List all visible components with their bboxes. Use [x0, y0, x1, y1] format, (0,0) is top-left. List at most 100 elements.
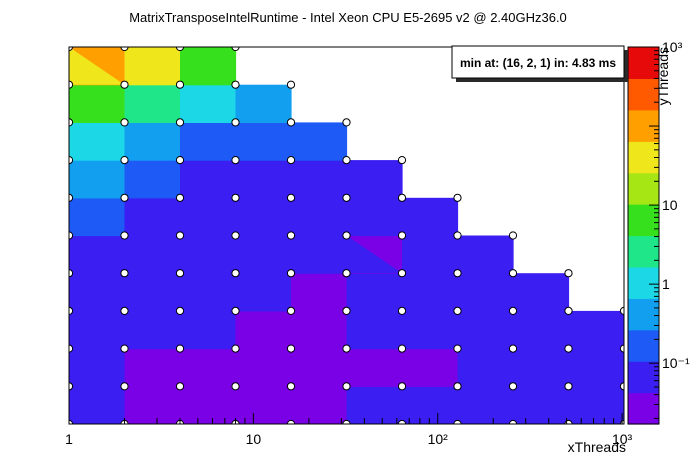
heatmap-cell-edge	[346, 235, 402, 274]
x-tick-label: 10	[246, 431, 262, 447]
colorbar-segment	[628, 266, 659, 299]
heatmap-cell	[180, 273, 237, 312]
heatmap-cell	[180, 235, 237, 274]
heatmap-cell-edge	[180, 122, 236, 161]
heatmap-cell	[513, 273, 570, 312]
min-annotation-text: min at: (16, 2, 1) in: 4.83 ms	[460, 56, 616, 70]
heatmap-cell	[291, 348, 348, 387]
heatmap-cell	[180, 160, 237, 199]
heatmap-cell	[235, 310, 292, 350]
heatmap-cell	[235, 122, 292, 161]
colorbar-tick-label: 10³	[662, 39, 683, 55]
data-point	[175, 344, 185, 353]
data-point	[120, 269, 129, 278]
data-point	[120, 344, 129, 353]
heatmap-cell-edge	[402, 273, 458, 311]
heatmap-cell	[346, 310, 403, 350]
heatmap-cell	[180, 386, 237, 424]
data-point	[619, 344, 624, 353]
heatmap-cell-edge	[291, 197, 347, 236]
heatmap-cell	[568, 310, 624, 350]
data-point	[397, 231, 407, 240]
heatmap-cell	[124, 47, 181, 86]
chart-title: MatrixTransposeIntelRuntime - Intel Xeon…	[129, 10, 567, 25]
heatmap-cell	[235, 197, 292, 237]
heatmap-cell	[124, 122, 181, 161]
heatmap-cell	[402, 386, 459, 424]
colorbar-segment	[628, 204, 659, 237]
heatmap-cell	[457, 235, 514, 274]
data-point	[120, 193, 129, 202]
heatmap-cells	[69, 47, 624, 424]
data-point	[342, 118, 351, 127]
heatmap-cell	[235, 348, 292, 387]
data-point	[397, 156, 407, 165]
data-points	[69, 47, 624, 424]
plot-frame	[68, 46, 625, 425]
data-point	[342, 382, 351, 391]
heatmap-cell	[457, 273, 514, 312]
data-point	[120, 231, 129, 240]
data-point	[508, 269, 518, 278]
data-point	[453, 344, 462, 353]
data-point	[175, 231, 185, 240]
heatmap-cell	[69, 122, 126, 161]
data-point	[286, 269, 296, 278]
colorbar-segment	[628, 298, 659, 331]
heatmap-cell-edge	[513, 348, 569, 387]
data-point	[342, 231, 351, 240]
data-point	[453, 382, 462, 391]
data-point	[397, 344, 407, 353]
data-point	[231, 231, 240, 240]
data-point	[286, 344, 296, 353]
heatmap-cell	[69, 310, 126, 350]
data-point	[175, 80, 185, 89]
data-point	[397, 382, 407, 391]
heatmap-cell-edge	[457, 310, 513, 349]
data-point	[342, 193, 351, 202]
heatmap-cell	[402, 235, 459, 274]
data-point	[453, 306, 462, 315]
heatmap-cell	[124, 273, 181, 312]
data-point	[175, 156, 185, 165]
data-point	[342, 156, 351, 165]
heatmap-cell	[513, 386, 570, 424]
heatmap-cell-edge	[124, 84, 180, 123]
heatmap-cell	[69, 273, 126, 312]
heatmap-cell	[124, 386, 181, 424]
colorbar-segment	[628, 361, 659, 394]
data-point	[231, 193, 240, 202]
heatmap-cell	[124, 348, 181, 387]
data-point	[286, 118, 296, 127]
heatmap-cell	[291, 122, 348, 161]
data-point	[231, 269, 240, 278]
data-point	[508, 382, 518, 391]
x-axis: 1 10 10² 10³	[65, 413, 633, 447]
heatmap-cell	[180, 47, 237, 86]
heatmap-cell	[69, 197, 126, 237]
x-tick-label: 1	[65, 431, 73, 447]
data-point	[564, 269, 573, 278]
heatmap-cell	[346, 197, 403, 237]
data-point	[619, 306, 624, 315]
data-point	[120, 156, 129, 165]
data-point	[175, 306, 185, 315]
colorbar-segment	[628, 235, 659, 268]
heatmap-cell	[124, 160, 181, 199]
heatmap-cell	[346, 386, 403, 424]
data-point	[175, 193, 185, 202]
data-point	[175, 382, 185, 391]
heatmap-cell	[346, 273, 403, 312]
colorbar-segment	[628, 172, 659, 205]
data-point	[508, 231, 518, 240]
heatmap-cell	[69, 160, 126, 199]
heatmap-cell	[402, 197, 459, 237]
colorbar-frame	[627, 46, 660, 425]
heatmap-cell	[291, 160, 348, 199]
heatmap-cell	[291, 235, 348, 274]
heatmap-cell	[235, 84, 292, 123]
heatmap-cell	[180, 310, 237, 350]
heatmap-cell	[457, 386, 514, 424]
data-point	[120, 118, 129, 127]
x-axis-label: xThreads	[568, 439, 626, 455]
